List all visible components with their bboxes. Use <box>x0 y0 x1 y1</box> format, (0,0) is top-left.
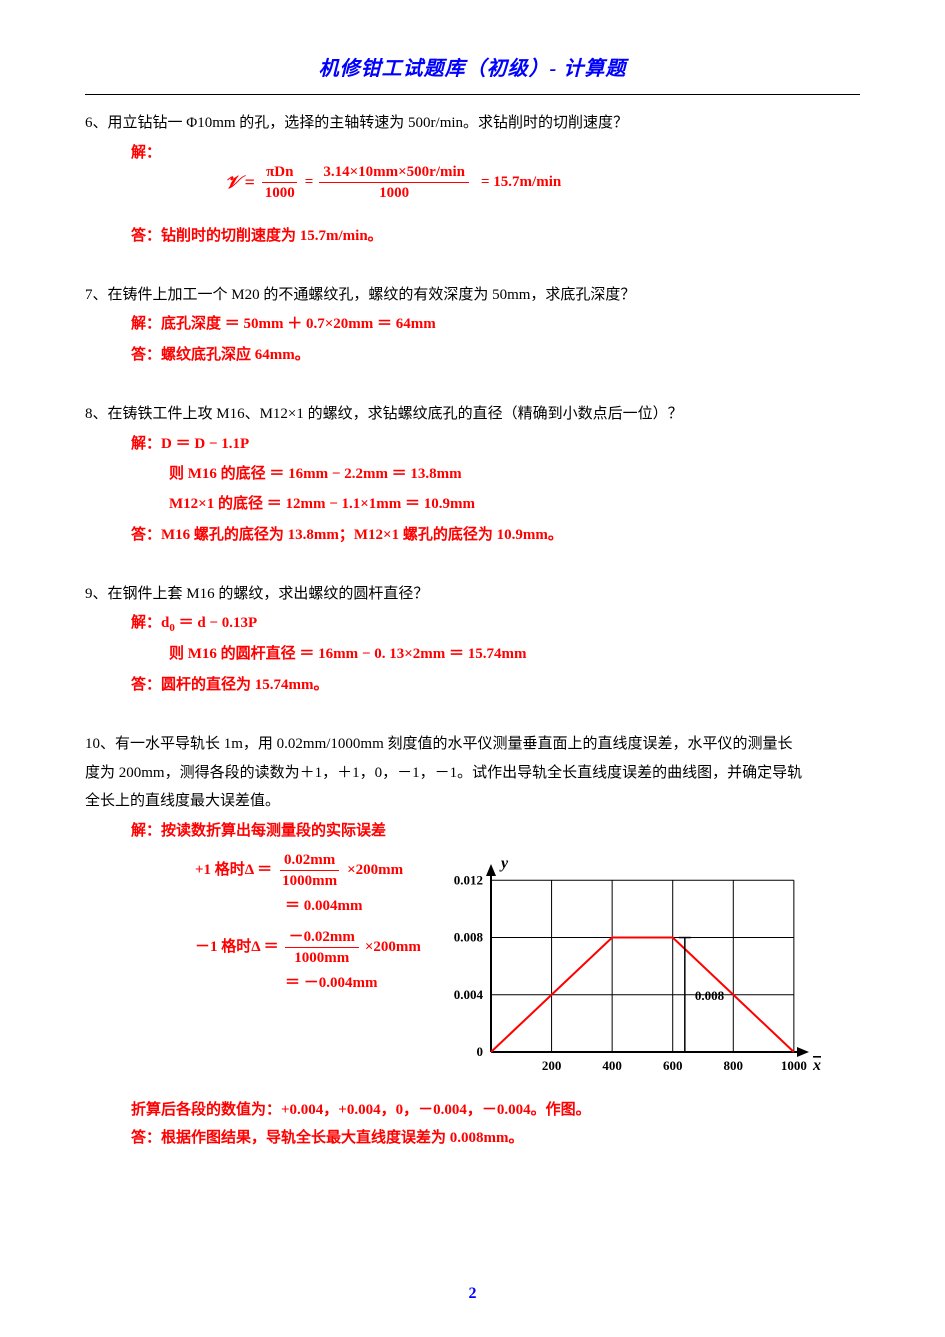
q10-intro: 解：按读数折算出每测量段的实际误差 <box>131 816 860 846</box>
q10-chart: 0 0.004 0.008 0.012 200 400 600 800 1000 x y 0.008 <box>431 852 831 1082</box>
q6-frac1-num: πDn <box>262 164 297 184</box>
spacer <box>85 202 860 220</box>
svg-text:200: 200 <box>542 1058 562 1073</box>
q9-answer: 答：圆杆的直径为 15.74mm。 <box>131 669 860 702</box>
q7-solve: 解：底孔深度 ＝ 50mm ＋ 0.7×20mm ＝ 64mm <box>131 309 860 339</box>
q10-body-row: +1 格时Δ ＝ 0.02mm 1000mm ×200mm ＝ 0.004mm … <box>85 852 860 1082</box>
q8-answer: 答：M16 螺孔的底径为 13.8mm；M12×1 螺孔的底径为 10.9mm。 <box>131 519 860 552</box>
svg-text:0.008: 0.008 <box>695 987 725 1002</box>
q8-l3: M12×1 的底径 ＝ 12mm − 1.1×1mm ＝ 10.9mm <box>169 489 860 519</box>
q8-l2: 则 M16 的底径 ＝ 16mm − 2.2mm ＝ 13.8mm <box>169 459 860 489</box>
q10-calc2-num: －0.02mm <box>285 929 359 949</box>
svg-text:0: 0 <box>476 1044 483 1059</box>
q8-l1: 解：D ＝ D − 1.1P <box>131 429 860 459</box>
q6-eq1: = <box>305 168 314 197</box>
svg-text:0.004: 0.004 <box>454 986 484 1001</box>
q10-calc2-den: 1000mm <box>290 948 353 967</box>
q9-l1b: ＝ d − 0.13P <box>175 615 257 631</box>
q10-calc1-den: 1000mm <box>278 871 341 890</box>
q10-answer: 答：根据作图结果，导轨全长最大直线度误差为 0.008mm。 <box>131 1124 860 1153</box>
q10-calc1-lhs: +1 格时Δ ＝ <box>195 854 272 887</box>
svg-text:1000: 1000 <box>781 1058 807 1073</box>
q6-frac2: 3.14×10mm×500r/min 1000 <box>319 164 469 202</box>
q6-frac2-den: 1000 <box>375 183 413 202</box>
question-10-line2: 度为 200mm，测得各段的读数为＋1，＋1，0，－1，－1。试作出导轨全长直线… <box>85 759 860 788</box>
question-9: 9、在钢件上套 M16 的螺纹，求出螺纹的圆杆直径？ <box>85 580 860 609</box>
svg-text:0.008: 0.008 <box>454 929 484 944</box>
svg-text:y: y <box>499 855 509 872</box>
q9-l1: 解：d0 ＝ d − 0.13P <box>131 608 860 639</box>
page-title: 机修钳工试题库（初级）- 计算题 <box>85 50 860 94</box>
question-10-line1: 10、有一水平导轨长 1m，用 0.02mm/1000mm 刻度值的水平仪测量垂… <box>85 730 860 759</box>
svg-text:0.012: 0.012 <box>454 872 483 887</box>
q10-calcs: +1 格时Δ ＝ 0.02mm 1000mm ×200mm ＝ 0.004mm … <box>85 852 421 1000</box>
svg-text:x: x <box>812 1057 821 1074</box>
title-rule <box>85 94 860 95</box>
page: 机修钳工试题库（初级）- 计算题 6、用立钻钻一 Φ10mm 的孔，选择的主轴转… <box>0 0 945 1337</box>
q10-calc2-lhs: －1 格时Δ ＝ <box>195 931 279 964</box>
q10-calc2: －1 格时Δ ＝ －0.02mm 1000mm ×200mm <box>195 929 421 967</box>
q9-l1a: 解：d <box>131 615 169 631</box>
svg-text:800: 800 <box>723 1058 743 1073</box>
q10-calc2-res: ＝ －0.004mm <box>285 967 421 1000</box>
question-7: 7、在铸件上加工一个 M20 的不通螺纹孔，螺纹的有效深度为 50mm，求底孔深… <box>85 281 860 310</box>
q6-result: = 15.7m/min <box>481 168 561 197</box>
q6-frac1: πDn 1000 <box>261 164 299 202</box>
svg-text:400: 400 <box>602 1058 622 1073</box>
q10-calc1-tail: ×200mm <box>347 854 403 887</box>
q10-chart-wrap: 0 0.004 0.008 0.012 200 400 600 800 1000 x y 0.008 <box>431 852 831 1082</box>
svg-text:600: 600 <box>663 1058 683 1073</box>
q6-formula: 𝒱 = πDn 1000 = 3.14×10mm×500r/min 1000 =… <box>225 164 860 202</box>
question-10-line3: 全长上的直线度最大误差值。 <box>85 787 860 816</box>
q6-vsym: 𝒱 = <box>225 165 255 199</box>
q10-calc1-res: ＝ 0.004mm <box>285 890 421 923</box>
q10-summary: 折算后各段的数值为：+0.004，+0.004，0，－0.004，－0.004。… <box>131 1096 860 1125</box>
q10-calc2-tail: ×200mm <box>365 931 421 964</box>
question-8: 8、在铸铁工件上攻 M16、M12×1 的螺纹，求钻螺纹底孔的直径（精确到小数点… <box>85 400 860 429</box>
q6-frac2-num: 3.14×10mm×500r/min <box>319 164 469 184</box>
q10-calc2-frac: －0.02mm 1000mm <box>285 929 359 967</box>
question-6: 6、用立钻钻一 Φ10mm 的孔，选择的主轴转速为 500r/min。求钻削时的… <box>85 109 860 138</box>
q10-calc1-frac: 0.02mm 1000mm <box>278 852 341 890</box>
q7-answer: 答：螺纹底孔深应 64mm。 <box>131 339 860 372</box>
page-number: 2 <box>0 1279 945 1309</box>
q6-frac1-den: 1000 <box>261 183 299 202</box>
q9-l2: 则 M16 的圆杆直径 ＝ 16mm − 0. 13×2mm ＝ 15.74mm <box>169 639 860 669</box>
q10-calc1: +1 格时Δ ＝ 0.02mm 1000mm ×200mm <box>195 852 421 890</box>
q10-calc1-num: 0.02mm <box>280 852 339 872</box>
q6-answer: 答：钻削时的切削速度为 15.7m/min。 <box>131 220 860 253</box>
